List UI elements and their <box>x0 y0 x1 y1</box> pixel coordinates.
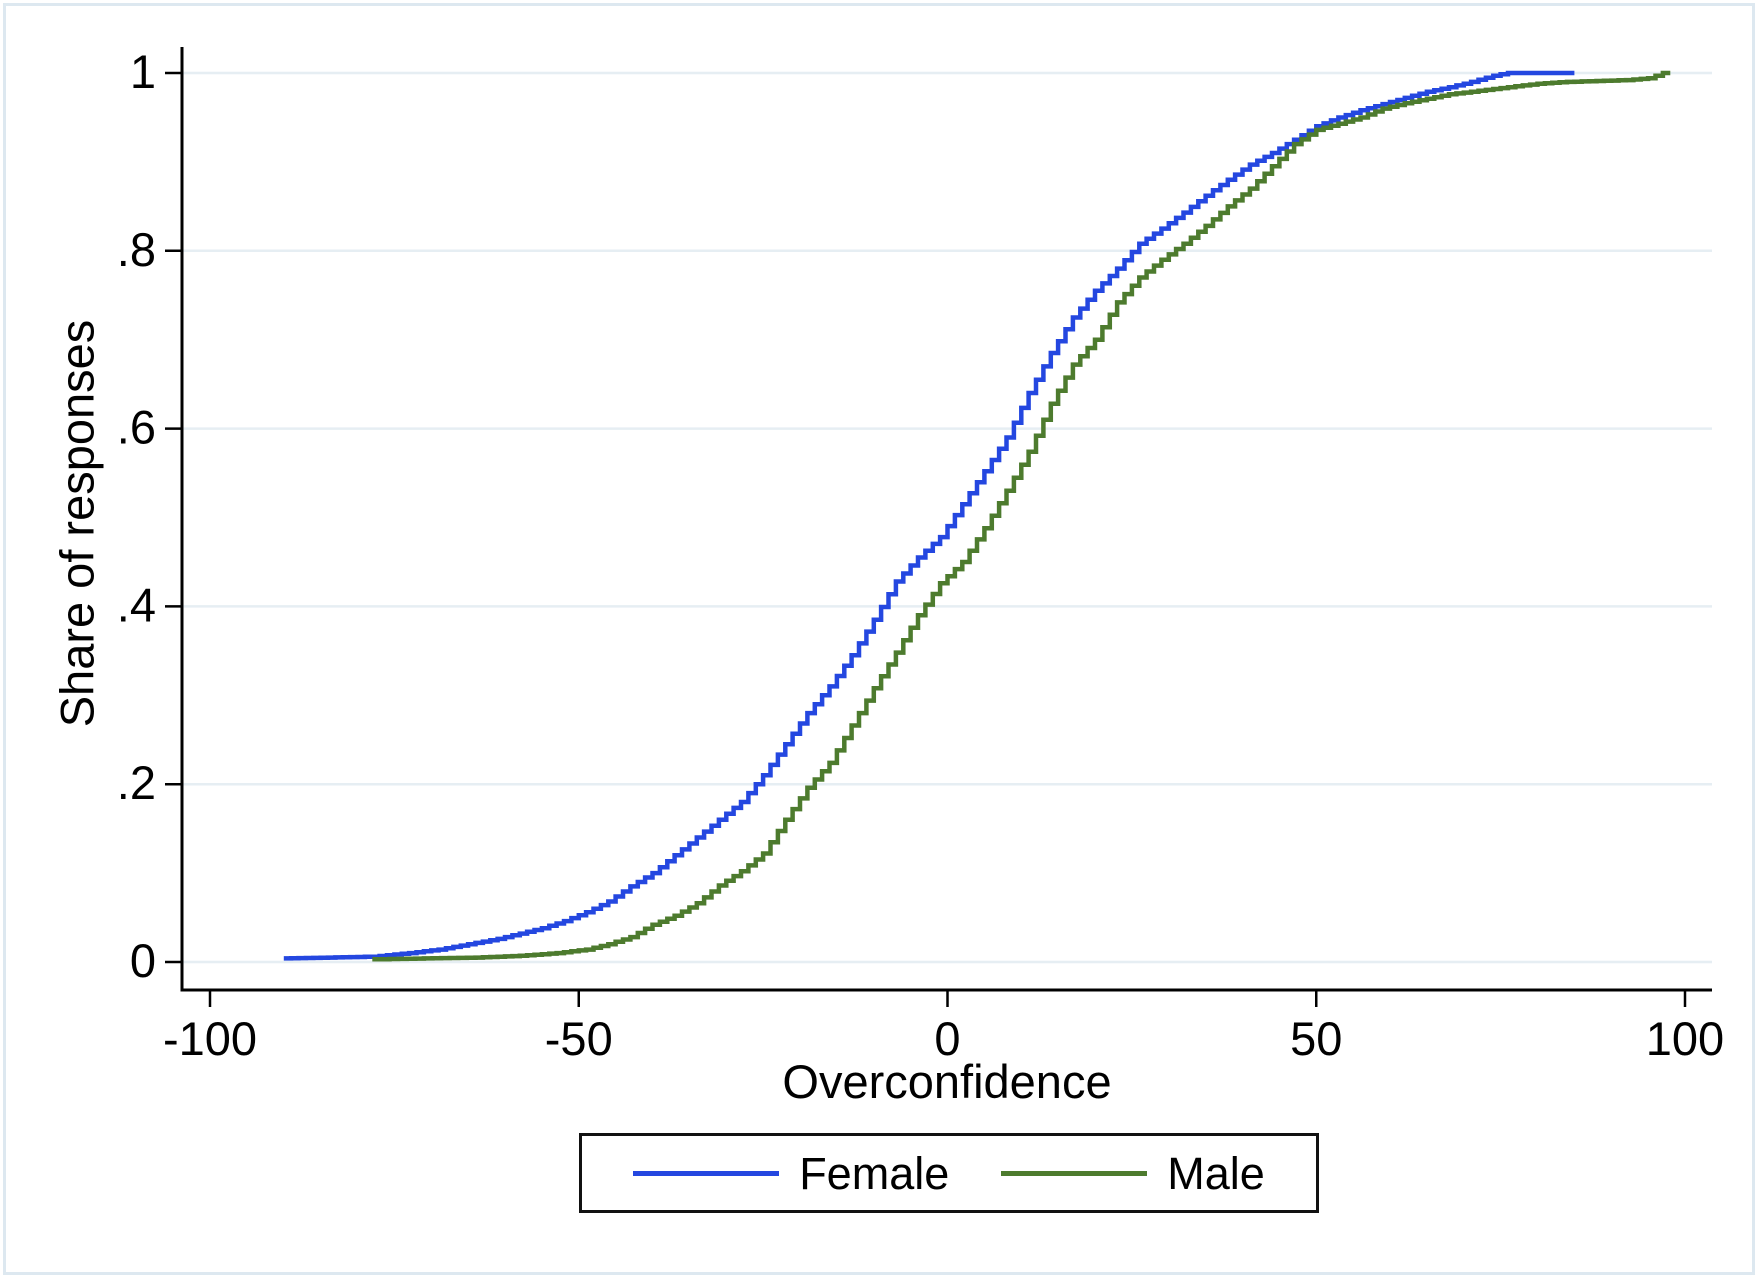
axis-lines <box>180 47 1712 992</box>
series-line-female <box>283 70 1575 961</box>
y-tick-label: 0 <box>130 934 156 987</box>
tick-marks <box>165 71 1687 1007</box>
y-tick-label: 1 <box>130 45 156 98</box>
x-tick-label: -50 <box>545 1012 613 1065</box>
x-tick-label: 50 <box>1290 1012 1342 1065</box>
series-lines <box>283 70 1671 962</box>
y-tick-label: .6 <box>117 401 156 454</box>
tick-labels: 0 .2 .4 .6 .8 1 -100 -50 0 50 100 <box>117 45 1724 1065</box>
legend-item-female: Female <box>633 1151 949 1196</box>
x-axis-title: Overconfidence <box>782 1055 1112 1108</box>
legend-item-male: Male <box>1001 1151 1265 1196</box>
y-tick-label: .2 <box>117 756 156 809</box>
legend: Female Male <box>579 1133 1319 1213</box>
legend-label-female: Female <box>799 1147 950 1199</box>
gridlines <box>182 71 1712 964</box>
legend-label-male: Male <box>1167 1147 1265 1199</box>
y-axis-title: Share of responses <box>50 319 104 728</box>
female-line-swatch <box>633 1170 780 1176</box>
axes <box>180 47 1712 992</box>
y-tick-label: .8 <box>117 223 156 276</box>
x-tick-label: 100 <box>1646 1012 1724 1065</box>
x-tick-label: 0 <box>934 1012 960 1065</box>
y-tick-label: .4 <box>117 578 156 631</box>
male-line-swatch <box>1001 1170 1148 1176</box>
x-tick-label: -100 <box>163 1012 257 1065</box>
series-line-male <box>372 70 1671 962</box>
